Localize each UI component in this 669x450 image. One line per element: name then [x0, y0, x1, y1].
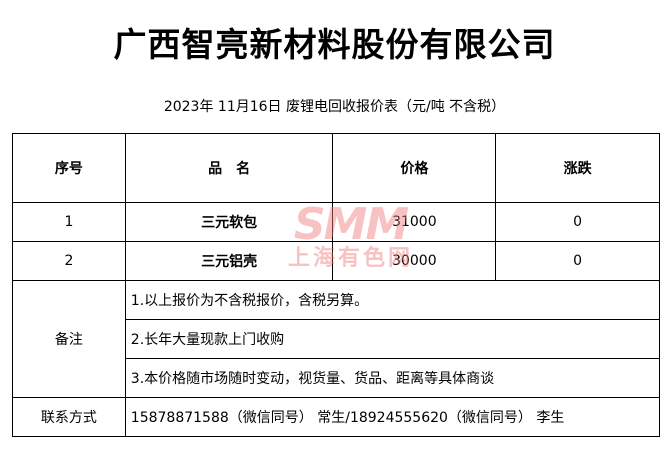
header-price: 价格 [332, 133, 497, 203]
note-3: 3.本价格随市场随时变动，视货量、货品、距离等具体商谈 [124, 358, 661, 398]
price-table: 序号 品 名 价格 涨跌 1 三元软包 31000 0 2 三元铝壳 30000… [12, 133, 661, 437]
header-no: 序号 [12, 133, 126, 203]
row-no: 1 [12, 202, 126, 242]
note-2: 2.长年大量现款上门收购 [124, 319, 661, 359]
row-name: 三元铝壳 [124, 241, 334, 281]
row-no: 2 [12, 241, 126, 281]
contact-label: 联系方式 [12, 397, 126, 437]
subtitle: 2023年 11月16日 废锂电回收报价表（元/吨 不含税） [163, 99, 506, 115]
row-change: 0 [495, 241, 660, 281]
header-name: 品 名 [124, 133, 334, 203]
table-row: 1 三元软包 31000 0 [12, 202, 660, 242]
note-1: 1.以上报价为不含税报价，含税另算。 [124, 280, 661, 320]
contact-info: 15878871588（微信同号） 常生/18924555620（微信同号） 李… [124, 397, 661, 437]
header-change: 涨跌 [495, 133, 660, 203]
row-name: 三元软包 [124, 202, 334, 242]
table-row: 2 三元铝壳 30000 0 [12, 241, 660, 281]
row-price: 30000 [332, 241, 497, 281]
row-change: 0 [495, 202, 660, 242]
table-header: 序号 品 名 价格 涨跌 [12, 133, 660, 203]
company-title: 广西智亮新材料股份有限公司 [113, 25, 556, 64]
notes-label: 备注 [12, 280, 126, 398]
row-price: 31000 [332, 202, 497, 242]
